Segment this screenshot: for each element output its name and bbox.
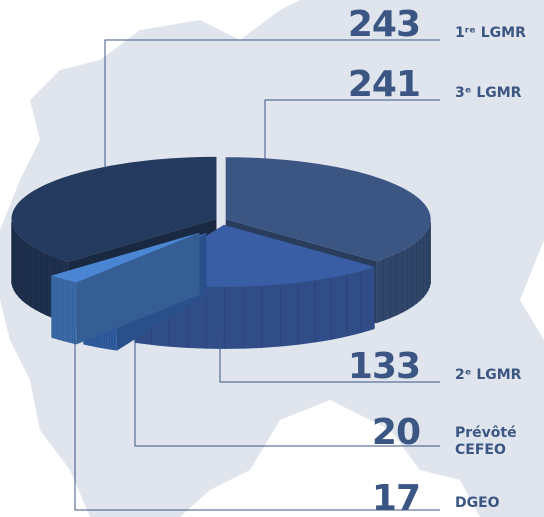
- value-label: 17: [371, 478, 421, 517]
- slice-top: [225, 157, 431, 262]
- category-label: 1ʳᵉ LGMR: [455, 25, 526, 41]
- value-label: 20: [371, 412, 421, 453]
- value-label: 133: [347, 346, 421, 387]
- leader-line: [134, 340, 440, 447]
- leader-line: [264, 99, 440, 160]
- value-label: 241: [347, 64, 421, 105]
- leader-line: [219, 335, 440, 383]
- category-label: Prévôté CEFEO: [455, 425, 517, 458]
- category-label: 3ᵉ LGMR: [455, 85, 522, 101]
- slice-top: [51, 232, 200, 283]
- slice-top: [11, 156, 217, 262]
- leader-line: [74, 340, 440, 511]
- slice: [51, 232, 200, 345]
- value-label: 243: [347, 4, 421, 45]
- leader-line: [104, 39, 440, 168]
- category-label: DGEO: [455, 495, 500, 511]
- category-label: 2ᵉ LGMR: [455, 367, 522, 383]
- slice-wall: [51, 232, 200, 338]
